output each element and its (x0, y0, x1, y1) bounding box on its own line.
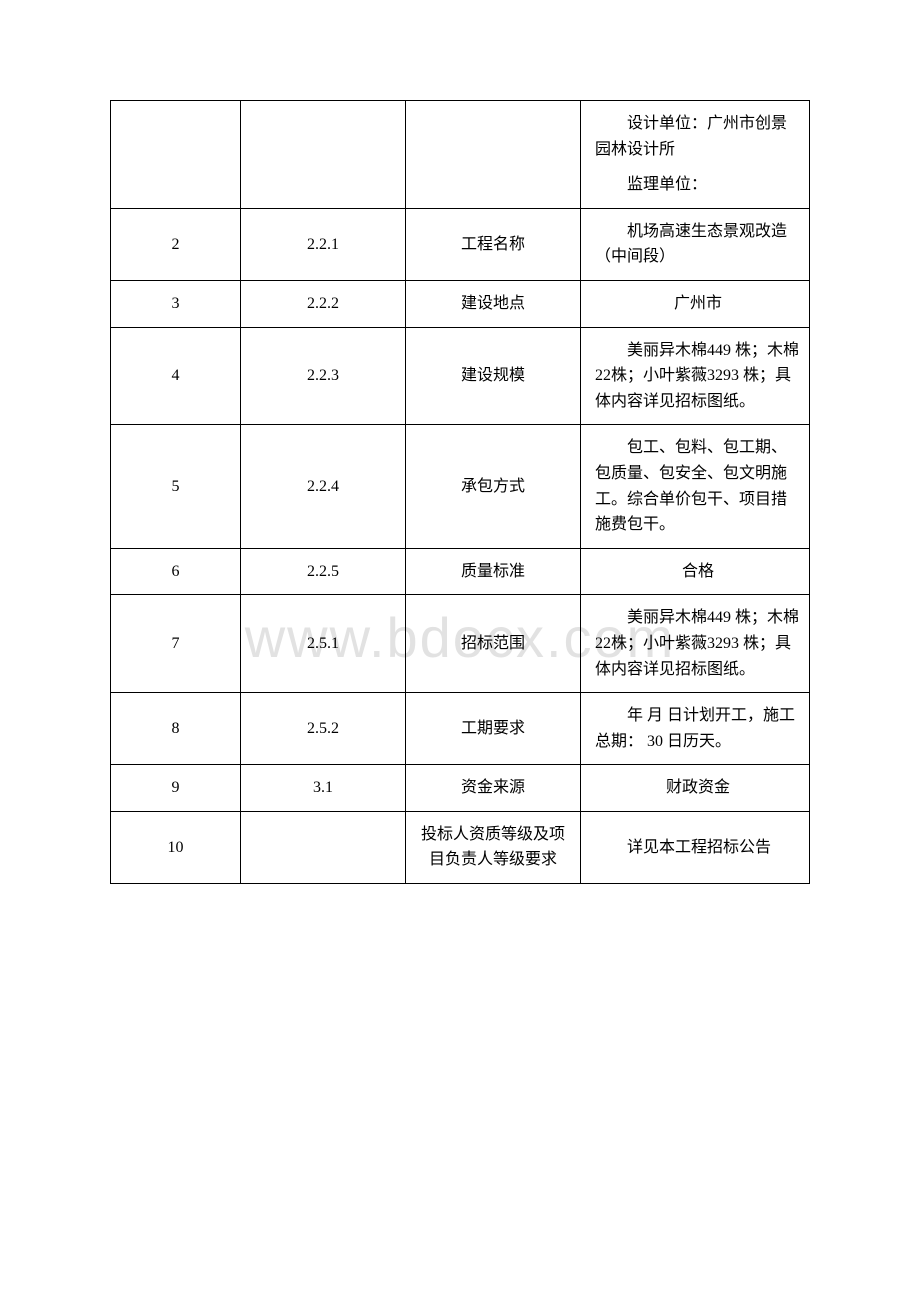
seq-cell: 9 (111, 765, 241, 812)
table-row: 6 2.2.5 质量标准 合格 (111, 548, 810, 595)
label-cell: 建设规模 (406, 327, 581, 425)
content-cell: 年 月 日计划开工，施工总期： 30 日历天。 (581, 693, 810, 765)
label-cell: 工期要求 (406, 693, 581, 765)
content-line: 年 月 日计划开工，施工总期： 30 日历天。 (595, 703, 801, 754)
content-cell: 机场高速生态景观改造（中间段） (581, 208, 810, 280)
ref-cell (241, 101, 406, 209)
content-cell: 美丽异木棉449 株；木棉 22株；小叶紫薇3293 株；具体内容详见招标图纸。 (581, 327, 810, 425)
ref-cell: 2.2.2 (241, 280, 406, 327)
table-row: 3 2.2.2 建设地点 广州市 (111, 280, 810, 327)
label-cell: 建设地点 (406, 280, 581, 327)
seq-cell: 6 (111, 548, 241, 595)
label-cell: 投标人资质等级及项目负责人等级要求 (406, 811, 581, 883)
table-row: 8 2.5.2 工期要求 年 月 日计划开工，施工总期： 30 日历天。 (111, 693, 810, 765)
table-row: 设计单位：广州市创景园林设计所 监理单位： (111, 101, 810, 209)
label-cell: 承包方式 (406, 425, 581, 548)
seq-cell: 4 (111, 327, 241, 425)
seq-cell: 7 (111, 595, 241, 693)
seq-cell: 8 (111, 693, 241, 765)
content-cell: 广州市 (581, 280, 810, 327)
table-row: 5 2.2.4 承包方式 包工、包料、包工期、包质量、包安全、包文明施工。综合单… (111, 425, 810, 548)
tender-info-table: 设计单位：广州市创景园林设计所 监理单位： 2 2.2.1 工程名称 机场高速生… (110, 100, 810, 884)
content-cell: 设计单位：广州市创景园林设计所 监理单位： (581, 101, 810, 209)
seq-cell: 5 (111, 425, 241, 548)
seq-cell: 2 (111, 208, 241, 280)
content-line: 设计单位：广州市创景园林设计所 (595, 111, 801, 162)
ref-cell: 2.2.4 (241, 425, 406, 548)
label-cell: 质量标准 (406, 548, 581, 595)
seq-cell (111, 101, 241, 209)
ref-cell: 2.2.5 (241, 548, 406, 595)
table-row: 9 3.1 资金来源 财政资金 (111, 765, 810, 812)
ref-cell: 3.1 (241, 765, 406, 812)
content-cell: 合格 (581, 548, 810, 595)
label-cell: 资金来源 (406, 765, 581, 812)
content-cell: 美丽异木棉449 株；木棉 22株；小叶紫薇3293 株；具体内容详见招标图纸。 (581, 595, 810, 693)
content-line: 广州市 (674, 295, 722, 312)
ref-cell (241, 811, 406, 883)
content-cell: 包工、包料、包工期、包质量、包安全、包文明施工。综合单价包干、项目措施费包干。 (581, 425, 810, 548)
ref-cell: 2.2.1 (241, 208, 406, 280)
content-cell: 详见本工程招标公告 (581, 811, 810, 883)
label-cell (406, 101, 581, 209)
ref-cell: 2.2.3 (241, 327, 406, 425)
table-row: 2 2.2.1 工程名称 机场高速生态景观改造（中间段） (111, 208, 810, 280)
ref-cell: 2.5.1 (241, 595, 406, 693)
seq-cell: 10 (111, 811, 241, 883)
label-cell: 招标范围 (406, 595, 581, 693)
table-row: 7 2.5.1 招标范围 美丽异木棉449 株；木棉 22株；小叶紫薇3293 … (111, 595, 810, 693)
content-line: 详见本工程招标公告 (595, 835, 801, 861)
table-row: 4 2.2.3 建设规模 美丽异木棉449 株；木棉 22株；小叶紫薇3293 … (111, 327, 810, 425)
content-line: 监理单位： (595, 172, 801, 198)
table-body: 设计单位：广州市创景园林设计所 监理单位： 2 2.2.1 工程名称 机场高速生… (111, 101, 810, 884)
seq-cell: 3 (111, 280, 241, 327)
content-cell: 财政资金 (581, 765, 810, 812)
content-line: 机场高速生态景观改造（中间段） (595, 219, 801, 270)
table-row: 10 投标人资质等级及项目负责人等级要求 详见本工程招标公告 (111, 811, 810, 883)
content-line: 美丽异木棉449 株；木棉 22株；小叶紫薇3293 株；具体内容详见招标图纸。 (595, 605, 801, 682)
ref-cell: 2.5.2 (241, 693, 406, 765)
content-line: 包工、包料、包工期、包质量、包安全、包文明施工。综合单价包干、项目措施费包干。 (595, 435, 801, 537)
label-cell: 工程名称 (406, 208, 581, 280)
content-line: 合格 (682, 563, 714, 580)
content-line: 美丽异木棉449 株；木棉 22株；小叶紫薇3293 株；具体内容详见招标图纸。 (595, 338, 801, 415)
content-line: 财政资金 (666, 779, 730, 796)
